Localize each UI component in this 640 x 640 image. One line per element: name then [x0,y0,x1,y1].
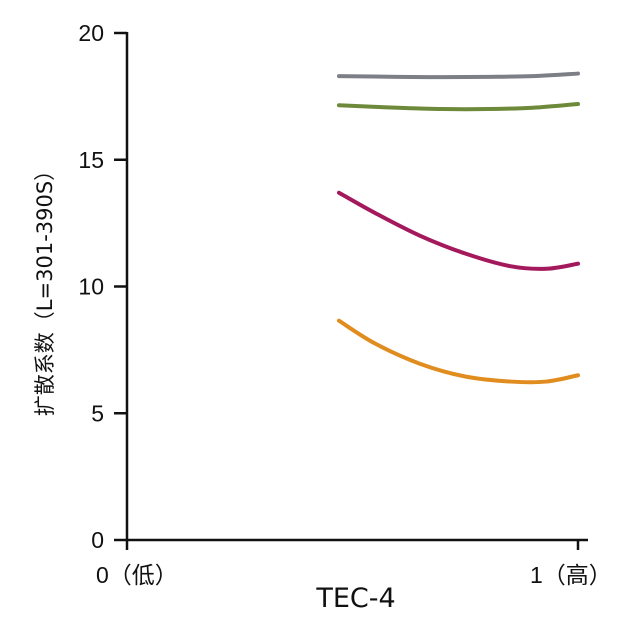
x-ticks: 0（低） 1（高） [96,540,612,588]
y-tick-label: 10 [78,274,104,300]
series-line-3 [336,190,580,271]
y-tick-label: 5 [91,400,104,426]
y-tick-label: 15 [78,147,104,173]
series-line-4 [336,318,580,385]
y-axis-title: 扩散系数（L=301-390S） [33,160,57,416]
y-tick-label: 20 [78,20,104,46]
series-line-2 [336,101,580,112]
y-ticks: 0 5 10 15 20 [78,20,127,553]
series-line-1 [336,71,580,80]
y-tick-label: 0 [91,527,104,553]
x-tick-label: 1（高） [530,562,612,588]
x-tick-label: 0（低） [96,562,178,588]
series-layer [336,71,580,385]
x-axis-title: TEC-4 [315,583,395,614]
